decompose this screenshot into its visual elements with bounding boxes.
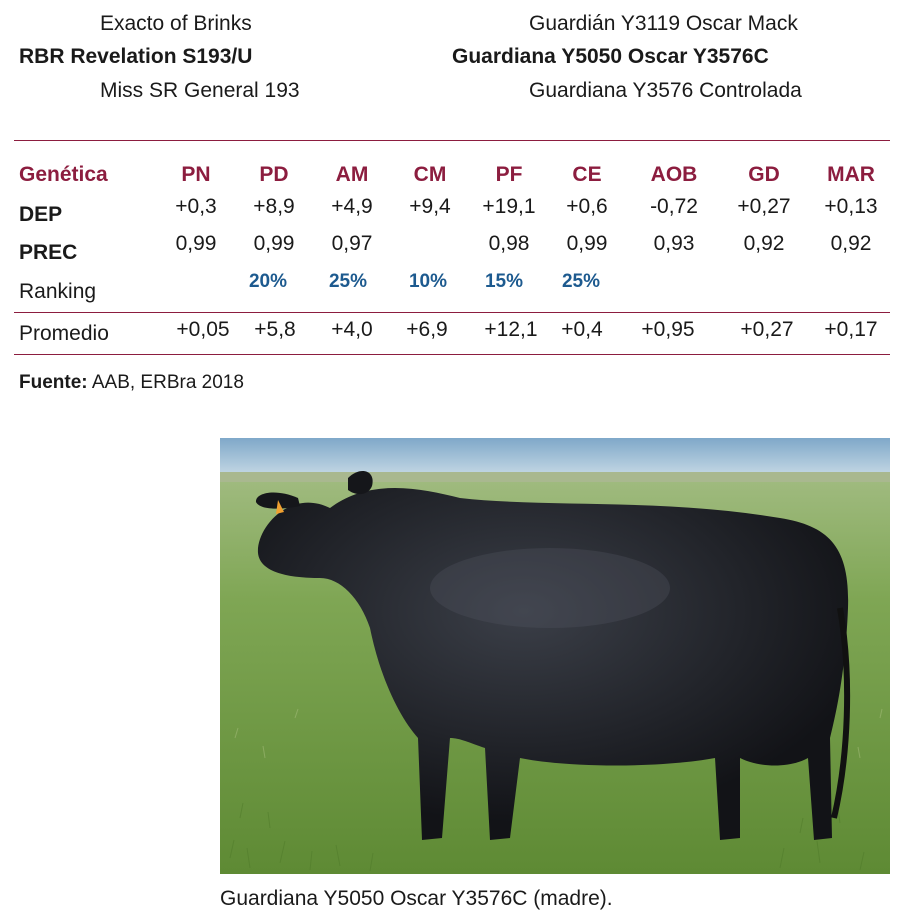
table-cell: 25% (561, 271, 601, 292)
column-header: AM (335, 163, 369, 186)
table-cell: 20% (248, 271, 288, 292)
source-note: Fuente: AAB, ERBra 2018 (19, 371, 244, 395)
table-cell: +0,13 (824, 195, 878, 218)
table-cell: +0,05 (176, 318, 230, 341)
row-label-prec: PREC (19, 241, 78, 264)
table-cell: 0,97 (331, 232, 373, 255)
table-cell: 0,93 (653, 232, 695, 255)
table-cell: +0,95 (641, 318, 695, 341)
table-cell: +9,4 (409, 195, 451, 218)
source-text: AAB, ERBra 2018 (91, 372, 244, 393)
table-cell: 0,99 (253, 232, 295, 255)
table-cell: +19,1 (482, 195, 536, 218)
row-label-ranking: Ranking (19, 280, 97, 303)
table-cell: 0,99 (175, 232, 217, 255)
column-header: MAR (827, 163, 875, 186)
pedigree-dam-sire: Guardián Y3119 Oscar Mack (529, 12, 798, 35)
table-cell: 0,99 (566, 232, 608, 255)
table-corner-label: Genética (19, 163, 108, 186)
table-cell: +0,4 (561, 318, 603, 341)
column-header: CM (413, 163, 447, 186)
column-header: PF (495, 163, 523, 186)
row-label-promedio: Promedio (19, 322, 109, 345)
table-cell: +8,9 (253, 195, 295, 218)
table-cell: +0,3 (175, 195, 217, 218)
source-label: Fuente: (19, 372, 88, 393)
table-bottom-rule (14, 354, 890, 355)
column-header: AOB (650, 163, 698, 186)
row-label-dep: DEP (19, 203, 63, 226)
table-cell: +0,6 (566, 195, 608, 218)
pedigree-sire-sire: Exacto of Brinks (100, 12, 252, 35)
pedigree-sire-dam: Miss SR General 193 (100, 79, 300, 102)
table-cell: -0,72 (650, 195, 698, 218)
table-cell: +4,0 (331, 318, 373, 341)
table-cell: 15% (484, 271, 524, 292)
cow-photo (220, 438, 890, 874)
table-top-rule (14, 140, 890, 141)
table-cell: 0,92 (743, 232, 785, 255)
table-cell: +4,9 (331, 195, 373, 218)
table-cell: 10% (408, 271, 448, 292)
photo-caption: Guardiana Y5050 Oscar Y3576C (madre). (220, 887, 613, 910)
pedigree-sire: RBR Revelation S193/U (19, 45, 253, 68)
table-cell: 0,92 (830, 232, 872, 255)
table-cell: +5,8 (254, 318, 296, 341)
column-header: GD (748, 163, 780, 186)
column-header: PN (181, 163, 211, 186)
pedigree-dam-dam: Guardiana Y3576 Controlada (529, 79, 802, 102)
pedigree-dam: Guardiana Y5050 Oscar Y3576C (452, 45, 769, 68)
table-cell: +0,17 (824, 318, 878, 341)
table-cell: +12,1 (484, 318, 538, 341)
table-cell: +0,27 (737, 195, 791, 218)
table-mid-rule (14, 312, 890, 313)
table-cell: +0,27 (740, 318, 794, 341)
column-header: CE (572, 163, 602, 186)
table-cell: 25% (328, 271, 368, 292)
table-cell: 0,98 (488, 232, 530, 255)
column-header: PD (259, 163, 289, 186)
table-cell: +6,9 (406, 318, 448, 341)
